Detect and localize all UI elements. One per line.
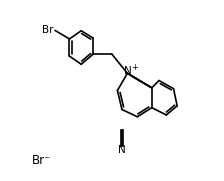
- Text: +: +: [131, 63, 138, 72]
- Text: N: N: [118, 145, 126, 155]
- Text: Br⁻: Br⁻: [32, 154, 52, 167]
- Text: N: N: [124, 66, 132, 76]
- Text: Br: Br: [42, 25, 54, 35]
